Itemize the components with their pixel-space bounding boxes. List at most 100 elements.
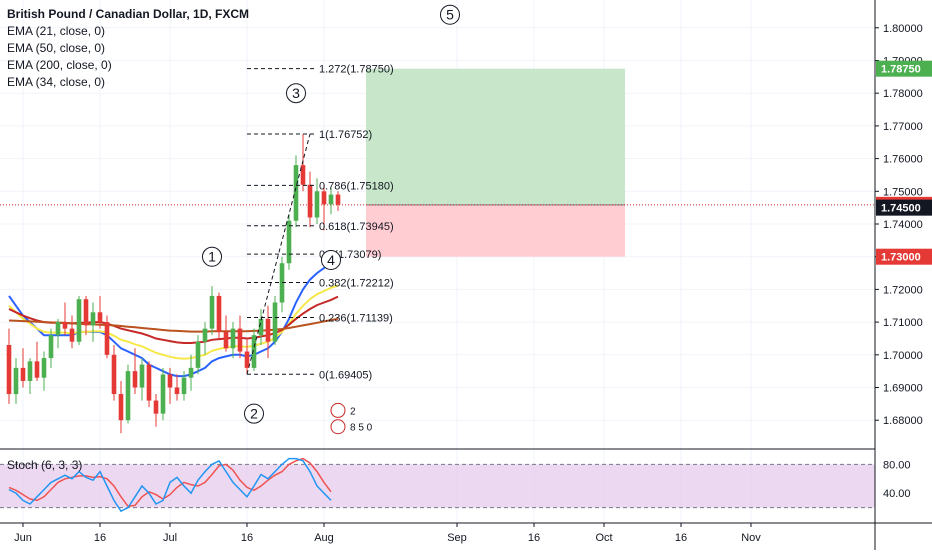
ema-line <box>8 284 339 360</box>
candle-body <box>104 322 110 355</box>
fib-level-label: 1.272(1.78750) <box>319 64 394 76</box>
y-tick-label: 1.68000 <box>883 415 923 427</box>
y-tick-label: 1.72000 <box>883 284 923 296</box>
candle-body <box>111 354 117 395</box>
candle-body <box>160 374 166 414</box>
candle-body <box>272 302 278 342</box>
price-label-box <box>876 248 932 265</box>
stochastic-pane <box>0 448 875 513</box>
x-tick-label: Aug <box>314 532 334 544</box>
candle-body <box>27 361 33 381</box>
candle-body <box>230 328 236 349</box>
event-marker <box>330 419 346 435</box>
candle-body <box>314 191 320 218</box>
candle-body <box>188 367 194 378</box>
candle-body <box>146 364 152 401</box>
y-tick-label: 1.71000 <box>883 317 923 329</box>
candle-body <box>258 318 264 336</box>
candle-body <box>153 400 159 414</box>
price-label-box <box>876 60 932 77</box>
fib-level-label: 0.236(1.71139) <box>319 313 393 325</box>
candle-body <box>13 367 19 395</box>
candle-body <box>328 194 334 205</box>
wave-label-circle <box>440 4 460 25</box>
wave-label-circle <box>286 83 306 104</box>
x-tick-label: 16 <box>528 532 540 544</box>
candle-body <box>195 341 201 368</box>
wave-label-text: 4 <box>327 252 335 268</box>
wave-label-circle <box>244 403 264 424</box>
x-tick-label: 16 <box>241 532 253 544</box>
stoch-tick-label: 40.00 <box>883 488 911 500</box>
x-tick-label: 16 <box>675 532 687 544</box>
wave-label-circle <box>321 249 341 270</box>
candle-body <box>167 374 173 388</box>
candle-body <box>55 322 61 336</box>
fib-level-label: 1(1.76752) <box>319 129 372 141</box>
symbol-title: British Pound / Canadian Dollar, 1D, FXC… <box>7 7 250 21</box>
wave-label-text: 2 <box>250 406 258 422</box>
y-tick-label: 1.74000 <box>883 219 923 231</box>
candle-body <box>321 191 327 205</box>
candle-body <box>20 367 26 381</box>
wave-labels: 1 2 3 4 5 2 8 5 0 <box>202 4 460 435</box>
ema21-legend: EMA (21, close, 0) <box>7 24 106 38</box>
candle-body <box>293 165 299 221</box>
candle-body <box>83 299 89 326</box>
candle-body <box>209 295 215 329</box>
price-label-text: 1.73000 <box>881 252 921 264</box>
candle-body <box>48 335 54 359</box>
wave-label-text: 5 <box>446 7 454 23</box>
candle-body <box>6 344 12 395</box>
stoch-band <box>0 464 875 508</box>
wave-label-text: 3 <box>292 85 300 101</box>
x-tick-label: Jun <box>14 532 32 544</box>
candle-body <box>125 371 131 421</box>
candle-body <box>244 351 250 368</box>
candle-body <box>181 377 187 395</box>
y-tick-label: 1.76000 <box>883 154 923 166</box>
wave-label-text: 1 <box>208 249 216 265</box>
candle-body <box>62 322 68 329</box>
event-marker-text: 8 5 0 <box>350 423 373 434</box>
candle-body <box>41 358 47 378</box>
candle-body <box>216 295 222 332</box>
fib-level-label: 0(1.69405) <box>319 369 372 381</box>
fib-level-label: 0.382(1.72212) <box>319 277 394 289</box>
x-tick-label: Oct <box>595 532 612 544</box>
stoch-legend: Stoch (6, 3, 3) <box>7 458 83 472</box>
candle-body <box>202 328 208 342</box>
candle-body <box>139 364 145 388</box>
candle-body <box>34 361 40 378</box>
candle-body <box>97 312 103 323</box>
loss-zone <box>366 204 625 257</box>
price-label-text: 1.74500 <box>881 203 921 215</box>
fib-level-label: 0.786(1.75180) <box>319 180 394 192</box>
price-label-box <box>876 199 932 216</box>
candle-body <box>237 328 243 352</box>
y-tick-label: 1.77000 <box>883 121 923 133</box>
ema-lines <box>8 257 339 378</box>
fib-level-label: 0.618(1.73945) <box>319 221 394 233</box>
y-tick-label: 1.78000 <box>883 88 923 100</box>
indicator-legend: British Pound / Canadian Dollar, 1D, FXC… <box>7 6 249 91</box>
ema200-legend: EMA (200, close, 0) <box>7 58 112 72</box>
y-tick-label: 1.70000 <box>883 350 923 362</box>
fib-trend-line <box>246 133 311 375</box>
candle-body <box>76 299 82 342</box>
y-tick-label: 1.80000 <box>883 23 923 35</box>
candle-body <box>300 165 306 185</box>
stoch-tick-label: 80.00 <box>883 459 911 471</box>
event-marker-text: 2 <box>350 406 356 417</box>
y-tick-label: 1.69000 <box>883 383 923 395</box>
price-label-text: 1.78750 <box>881 64 921 76</box>
ema34-legend: EMA (34, close, 0) <box>7 75 106 89</box>
stoch-d-line <box>8 457 332 507</box>
candle-body <box>223 331 229 349</box>
candle-body <box>174 387 180 395</box>
profit-zone <box>366 68 625 205</box>
ema50-legend: EMA (50, close, 0) <box>7 41 106 55</box>
